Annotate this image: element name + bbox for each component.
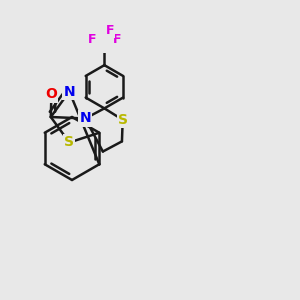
Text: F: F <box>88 33 96 46</box>
Text: O: O <box>46 88 57 101</box>
Text: S: S <box>118 113 128 127</box>
Text: F: F <box>106 24 114 37</box>
Text: N: N <box>80 112 91 125</box>
Text: N: N <box>64 85 75 98</box>
Text: S: S <box>64 136 74 149</box>
Text: F: F <box>113 33 121 46</box>
